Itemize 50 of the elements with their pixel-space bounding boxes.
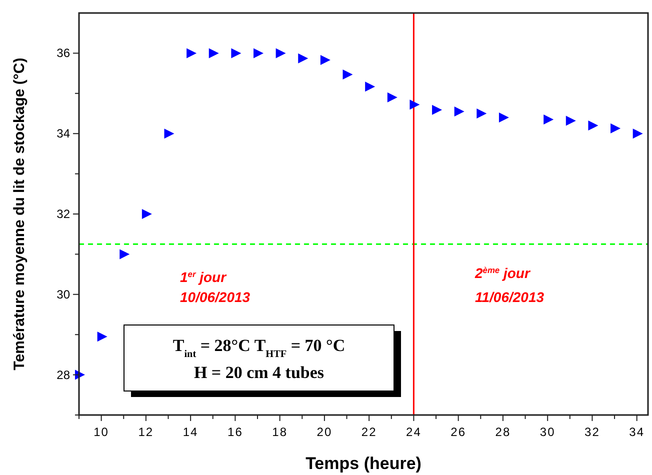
point (186, 48, 197, 58)
point (544, 114, 554, 125)
point (498, 112, 509, 123)
point (365, 82, 376, 92)
x-tick-label: 10 (94, 425, 109, 439)
point (120, 249, 130, 260)
annotation: 1$^{er}$ jour (180, 269, 228, 285)
point (387, 92, 398, 102)
annotation: H = 20 cm 4 tubes (194, 363, 324, 382)
y-tick-label: 36 (56, 46, 70, 60)
y-axis-title: Temérature moyenne du lit de stockage (°C) (11, 58, 28, 370)
point (298, 53, 308, 64)
x-tick-label: 14 (182, 425, 198, 439)
x-tick-label: 34 (629, 425, 645, 439)
point (276, 48, 286, 58)
point (320, 55, 330, 66)
point (588, 120, 598, 131)
x-tick-label: 24 (406, 425, 422, 439)
x-tick-label: 12 (138, 425, 154, 439)
point (610, 123, 621, 134)
point (231, 48, 242, 58)
point (476, 108, 487, 118)
point (432, 104, 442, 115)
point (97, 332, 108, 342)
annotation: T$_{int}$ = 28°C T$_{HTF}$ = 70 °C (172, 336, 346, 360)
y-tick-label: 28 (56, 368, 70, 382)
x-tick-label: 22 (361, 425, 377, 439)
x-tick-label: 28 (495, 425, 511, 439)
annotation: 11/06/2013 (475, 289, 544, 305)
point (566, 116, 576, 126)
annotation: 10/06/2013 (180, 289, 250, 305)
x-tick-label: 32 (584, 425, 600, 439)
point (208, 48, 219, 58)
point (164, 128, 174, 139)
x-tick-label: 20 (316, 425, 332, 439)
annotation: 2$^{ème}$ jour (474, 265, 532, 281)
x-tick-label: 16 (228, 425, 243, 439)
x-tick-label: 18 (272, 425, 288, 439)
x-tick-label: 30 (540, 425, 556, 439)
point (410, 100, 420, 110)
y-tick-label: 32 (56, 207, 70, 221)
y-tick-label: 34 (56, 126, 70, 141)
point (632, 128, 643, 139)
point (342, 70, 353, 80)
y-tick-label: 30 (56, 287, 70, 302)
point (454, 106, 464, 116)
point (254, 48, 264, 58)
point (142, 209, 152, 219)
x-tick-label: 26 (450, 425, 466, 439)
x-axis-title: Temps (heure) (306, 454, 422, 473)
